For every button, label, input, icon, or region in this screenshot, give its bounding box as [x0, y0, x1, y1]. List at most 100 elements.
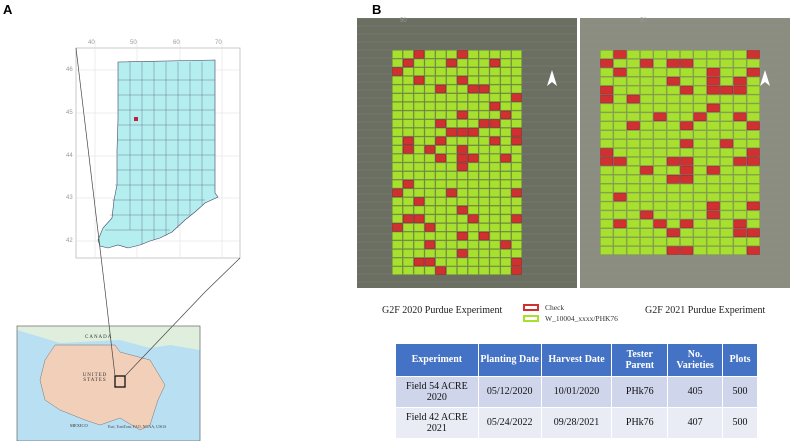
variety-plot — [613, 201, 627, 211]
check-plot — [706, 103, 720, 113]
check-plot — [733, 85, 747, 95]
variety-plot — [478, 136, 490, 145]
variety-plot — [720, 157, 734, 166]
check-plot — [613, 68, 627, 77]
variety-plot — [626, 210, 640, 220]
variety-plot — [613, 59, 627, 68]
variety-plot — [511, 145, 522, 154]
variety-plot — [500, 162, 511, 171]
variety-plot — [392, 110, 403, 119]
variety-plot — [680, 183, 694, 193]
variety-plot — [680, 103, 694, 113]
variety-plot — [653, 210, 667, 220]
variety-plot — [746, 85, 760, 95]
variety-plot — [478, 266, 490, 275]
variety-plot — [392, 76, 403, 85]
variety-plot — [468, 93, 479, 102]
variety-plot — [626, 139, 640, 148]
variety-plot — [457, 240, 468, 249]
variety-plot — [424, 214, 436, 223]
variety-plot — [746, 59, 760, 68]
variety-plot — [706, 183, 720, 193]
variety-plot — [733, 175, 747, 184]
check-plot — [680, 166, 694, 175]
variety-plot — [403, 84, 414, 93]
variety-plot — [511, 67, 522, 76]
variety-plot — [392, 180, 403, 189]
variety-plot — [666, 210, 680, 220]
check-plot — [446, 128, 457, 137]
variety-plot — [746, 139, 760, 148]
variety-plot — [446, 214, 457, 223]
variety-plot — [720, 228, 734, 237]
variety-plot — [653, 183, 667, 193]
variety-plot — [403, 171, 414, 180]
variety-plot — [489, 266, 501, 275]
variety-plot — [478, 154, 490, 163]
canada-label: CANADA — [85, 335, 113, 340]
variety-plot — [403, 50, 414, 59]
variety-plot — [640, 201, 654, 211]
variety-plot — [680, 77, 694, 86]
variety-plot — [600, 175, 614, 184]
check-plot — [489, 119, 501, 128]
variety-plot — [626, 201, 640, 211]
col-header: Experiment — [395, 343, 479, 377]
cell: 05/24/2022 — [477, 407, 542, 439]
variety-plot — [489, 206, 501, 215]
variety-plot — [446, 249, 457, 258]
check-plot — [680, 121, 694, 130]
variety-plot — [392, 84, 403, 93]
variety-plot — [600, 210, 614, 220]
variety-plot — [511, 232, 522, 241]
variety-plot — [413, 145, 425, 154]
variety-plot — [680, 201, 694, 211]
variety-plot — [720, 103, 734, 113]
check-plot — [468, 84, 479, 93]
check-plot — [746, 246, 760, 255]
check-plot — [680, 246, 694, 255]
cell: 10/01/2020 — [540, 376, 613, 408]
variety-plot — [403, 102, 414, 111]
check-plot — [733, 219, 747, 228]
variety-plot — [666, 201, 680, 211]
variety-plot — [392, 197, 403, 206]
variety-plot — [435, 93, 446, 102]
variety-plot — [435, 102, 446, 111]
check-plot — [413, 76, 425, 85]
variety-plot — [613, 130, 627, 139]
check-plot — [457, 128, 468, 137]
variety-plot — [511, 58, 522, 68]
variety-plot — [733, 201, 747, 211]
variety-plot — [613, 94, 627, 104]
variety-plot — [640, 112, 654, 122]
variety-plot — [478, 145, 490, 154]
variety-plot — [468, 206, 479, 215]
variety-plot — [446, 180, 457, 189]
check-plot — [424, 223, 436, 232]
variety-plot — [640, 85, 654, 95]
variety-plot — [468, 58, 479, 68]
table-header-row: Experiment Planting Date Harvest Date Te… — [395, 343, 758, 377]
variety-plot — [600, 228, 614, 237]
check-plot — [600, 85, 614, 95]
variety-plot — [706, 192, 720, 202]
check-plot — [746, 157, 760, 166]
variety-plot — [720, 210, 734, 220]
variety-plot — [666, 68, 680, 77]
check-plot — [720, 139, 734, 148]
variety-plot — [413, 266, 425, 275]
variety-plot — [468, 67, 479, 76]
variety-plot — [640, 68, 654, 77]
check-plot — [640, 166, 654, 175]
indiana-tick-x: 60 — [173, 40, 180, 46]
variety-plot — [489, 223, 501, 232]
check-plot — [720, 85, 734, 95]
variety-plot — [424, 180, 436, 189]
caption-2021: G2F 2021 Purdue Experiment — [645, 305, 766, 316]
variety-plot — [733, 130, 747, 139]
variety-plot — [666, 237, 680, 246]
variety-plot — [500, 257, 511, 267]
indiana-tick-y: 45 — [66, 110, 73, 116]
check-plot — [706, 77, 720, 86]
